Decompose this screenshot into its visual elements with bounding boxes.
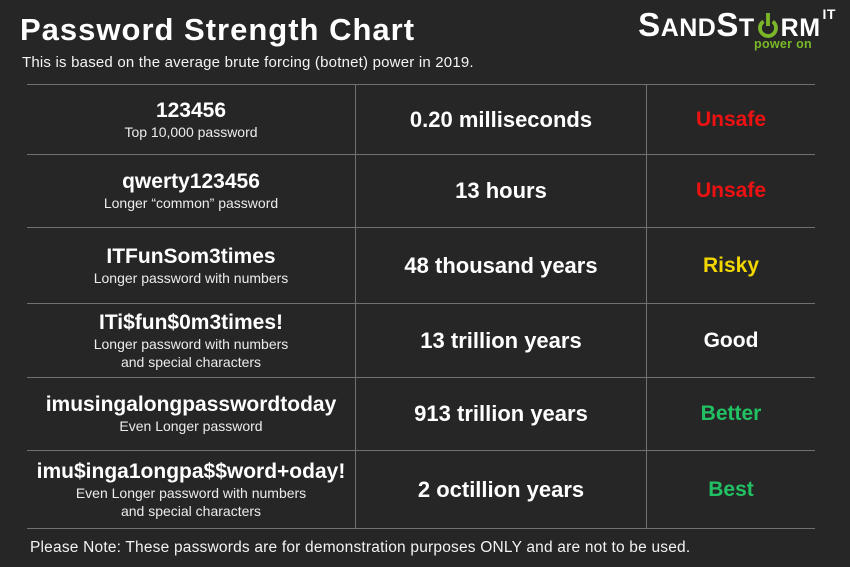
rating-badge: Better <box>700 402 762 425</box>
crack-time: 913 trillion years <box>414 401 588 426</box>
rating-cell: Best <box>646 450 815 528</box>
time-cell: 48 thousand years <box>355 227 646 303</box>
rating-cell: Unsafe <box>646 84 815 154</box>
password-cell: imusingalongpasswordtoday Even Longer pa… <box>27 377 355 450</box>
rating-badge: Risky <box>702 253 760 277</box>
rating-cell: Unsafe <box>646 154 815 227</box>
table-row: ITi$fun$0m3times! Longer password with n… <box>27 303 815 377</box>
logo-letter-group: S <box>638 6 661 43</box>
rating-badge: Best <box>708 477 754 501</box>
password-cell: ITFunSom3times Longer password with numb… <box>27 227 355 303</box>
password-description: Longer “common” password <box>103 195 279 212</box>
rating-cell: Good <box>646 303 815 377</box>
password-text: ITi$fun$0m3times! <box>98 310 283 334</box>
time-cell: 913 trillion years <box>355 377 646 450</box>
logo-superscript: IT <box>822 6 836 22</box>
rating-badge: Unsafe <box>695 179 767 202</box>
password-cell: imu$inga1ongpa$$word+oday! Even Longer p… <box>27 450 355 528</box>
password-text: qwerty123456 <box>122 170 260 194</box>
power-icon <box>757 13 778 38</box>
logo-wordmark: S AND S T RM IT <box>638 6 836 43</box>
rating-cell: Better <box>646 377 815 450</box>
page-title: Password Strength Chart <box>20 12 416 47</box>
rating-badge: Unsafe <box>695 107 767 131</box>
logo-letter-group: S <box>716 6 739 43</box>
password-description: Top 10,000 password <box>124 123 258 140</box>
time-cell: 0.20 milliseconds <box>355 84 646 154</box>
logo-letter-group: AND <box>660 14 717 42</box>
logo-letter-group: RM <box>780 14 821 42</box>
table-row: 123456 Top 10,000 password 0.20 millisec… <box>27 84 815 154</box>
crack-time: 0.20 milliseconds <box>409 106 593 132</box>
crack-time: 13 trillion years <box>420 327 582 353</box>
password-description: Longer password with numbers and special… <box>93 336 289 370</box>
password-strength-table: 123456 Top 10,000 password 0.20 millisec… <box>27 84 815 529</box>
footer-note: Please Note: These passwords are for dem… <box>30 539 691 556</box>
time-cell: 2 octillion years <box>355 450 646 528</box>
password-cell: ITi$fun$0m3times! Longer password with n… <box>27 303 355 377</box>
time-cell: 13 hours <box>355 154 646 227</box>
logo-letter-group: T <box>738 14 755 42</box>
password-text: 123456 <box>155 98 227 122</box>
password-text: imusingalongpasswordtoday <box>45 393 337 417</box>
table-row: ITFunSom3times Longer password with numb… <box>27 227 815 303</box>
logo-tagline: power on <box>754 37 812 51</box>
password-text: ITFunSom3times <box>106 244 276 268</box>
sandstorm-logo: S AND S T RM IT power on <box>638 6 836 51</box>
password-text: imu$inga1ongpa$$word+oday! <box>36 459 346 483</box>
password-cell: qwerty123456 Longer “common” password <box>27 154 355 227</box>
password-description: Even Longer password <box>119 418 263 435</box>
password-cell: 123456 Top 10,000 password <box>27 84 355 154</box>
password-description: Even Longer password with numbers and sp… <box>75 485 307 519</box>
crack-time: 48 thousand years <box>404 252 598 278</box>
crack-time: 2 octillion years <box>417 476 585 502</box>
table-row: qwerty123456 Longer “common” password 13… <box>27 154 815 227</box>
page-subtitle: This is based on the average brute forci… <box>22 54 474 71</box>
table-row: imusingalongpasswordtoday Even Longer pa… <box>27 377 815 450</box>
rating-badge: Good <box>703 328 759 352</box>
rating-cell: Risky <box>646 227 815 303</box>
time-cell: 13 trillion years <box>355 303 646 377</box>
password-description: Longer password with numbers <box>93 269 289 286</box>
table-row: imu$inga1ongpa$$word+oday! Even Longer p… <box>27 450 815 528</box>
crack-time: 13 hours <box>455 178 547 203</box>
